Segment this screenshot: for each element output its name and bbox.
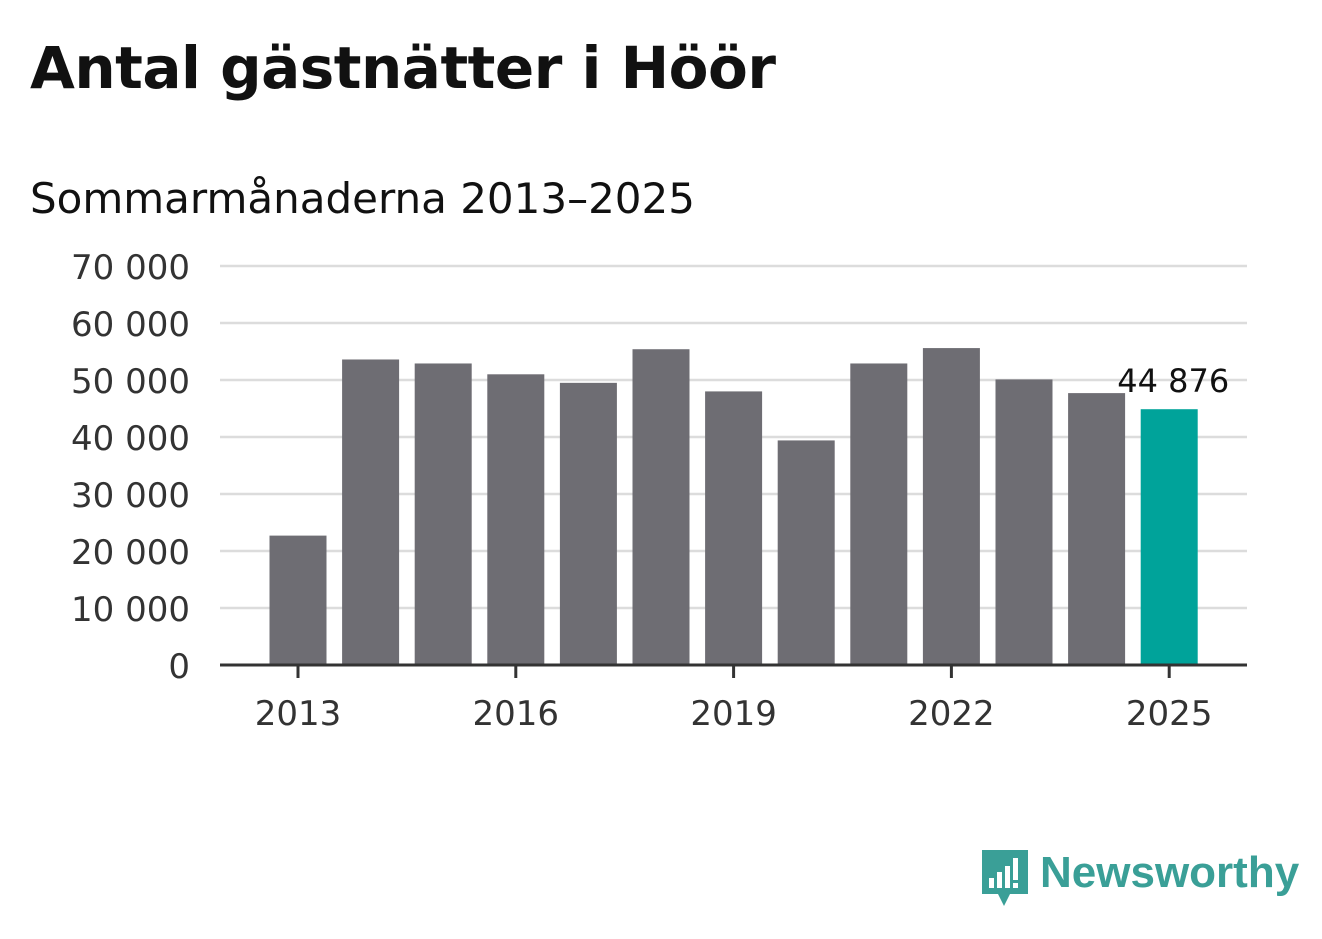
bar-2014 [342,359,400,665]
chart-subtitle: Sommarmånaderna 2013–2025 [30,174,695,223]
bar-chart: 0 10 000 20 000 30 000 40 000 50 000 60 000 70 … [71,248,1247,734]
bar-2025 [1140,409,1198,665]
bar-chart-speech-bubble-icon [982,850,1028,906]
y-tick-label: 20 000 [71,533,190,573]
bar-2020 [777,440,835,665]
x-tick-label: 2013 [255,694,342,734]
y-tick-label: 60 000 [71,305,190,345]
brand-name: Newsworthy [1040,848,1300,897]
x-tick-label: 2025 [1126,694,1213,734]
y-tick-label: 50 000 [71,362,190,402]
bar-2016 [487,374,545,665]
bar-2022 [922,348,980,665]
newsworthy-logo: Newsworthy [980,848,1299,910]
bar-2015 [414,363,472,665]
bar-2013 [269,535,327,665]
bar-2021 [850,363,908,665]
x-tick-label: 2016 [473,694,560,734]
bar-2024 [1068,393,1126,665]
x-tick-label: 2022 [908,694,995,734]
bar-2017 [559,382,617,665]
bar-value-label: 44 876 [1117,362,1229,400]
y-tick-label: 30 000 [71,476,190,516]
x-tick-label: 2019 [690,694,777,734]
y-tick-label: 10 000 [71,590,190,630]
bar-2019 [705,391,763,665]
y-tick-label: 70 000 [71,248,190,288]
bar-2023 [995,379,1053,665]
y-tick-label: 40 000 [71,419,190,459]
chart-title: Antal gästnätter i Höör [30,34,776,102]
bar-2018 [632,349,690,665]
y-tick-label: 0 [168,647,190,687]
